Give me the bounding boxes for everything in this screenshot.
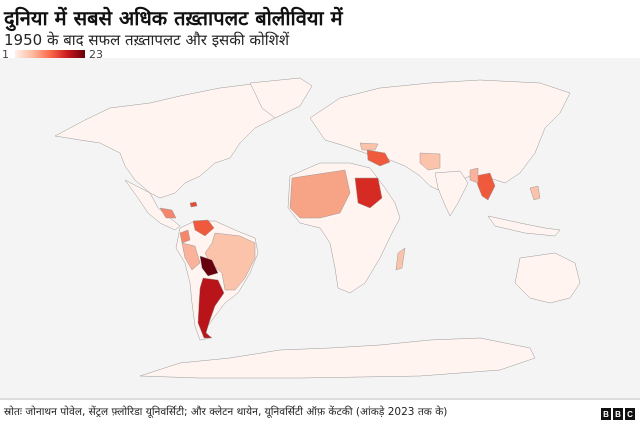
- region-sudan: [354, 177, 383, 209]
- chart-title: दुनिया में सबसे अधिक तख़्तापलट बोलीविया …: [4, 6, 343, 30]
- region-north-america: [54, 82, 301, 199]
- map-svg: [54, 77, 581, 379]
- world-map: [0, 58, 640, 400]
- legend-gradient-bar: [15, 50, 85, 58]
- region-peru: [181, 242, 201, 271]
- region-madagascar: [395, 247, 406, 271]
- region-west-africa: [289, 169, 351, 219]
- region-pakistan: [419, 152, 441, 171]
- region-philippines: [529, 185, 541, 201]
- region-thailand: [474, 172, 496, 201]
- region-turkey: [359, 142, 379, 151]
- bbc-logo-letter: B: [601, 408, 611, 420]
- bbc-logo: B B C: [601, 408, 635, 420]
- region-australia: [514, 252, 581, 304]
- region-argentina: [197, 277, 225, 339]
- region-greenland: [249, 77, 313, 119]
- legend-max-label: 23: [89, 47, 103, 61]
- region-honduras: [159, 207, 177, 219]
- region-indonesia: [487, 215, 561, 237]
- region-india: [434, 170, 469, 217]
- region-brazil: [204, 232, 256, 291]
- source-note: स्रोतः जोनाथन पोवेल, सेंट्रल फ़्लोरिडा य…: [4, 406, 448, 418]
- legend-min-label: 1: [2, 47, 9, 61]
- region-ecuador: [179, 229, 191, 244]
- region-bolivia: [199, 255, 219, 277]
- region-venezuela: [192, 219, 215, 237]
- region-haiti: [189, 201, 198, 208]
- bbc-logo-letter: B: [613, 408, 623, 420]
- bbc-logo-letter: C: [625, 408, 635, 420]
- color-scale-legend: 1 23: [2, 47, 103, 61]
- region-iraq: [366, 149, 391, 167]
- region-myanmar: [469, 167, 479, 184]
- chart-subtitle: 1950 के बाद सफल तख़्तापलट और इसकी कोशिशे…: [4, 31, 290, 49]
- region-antarctica: [139, 337, 536, 379]
